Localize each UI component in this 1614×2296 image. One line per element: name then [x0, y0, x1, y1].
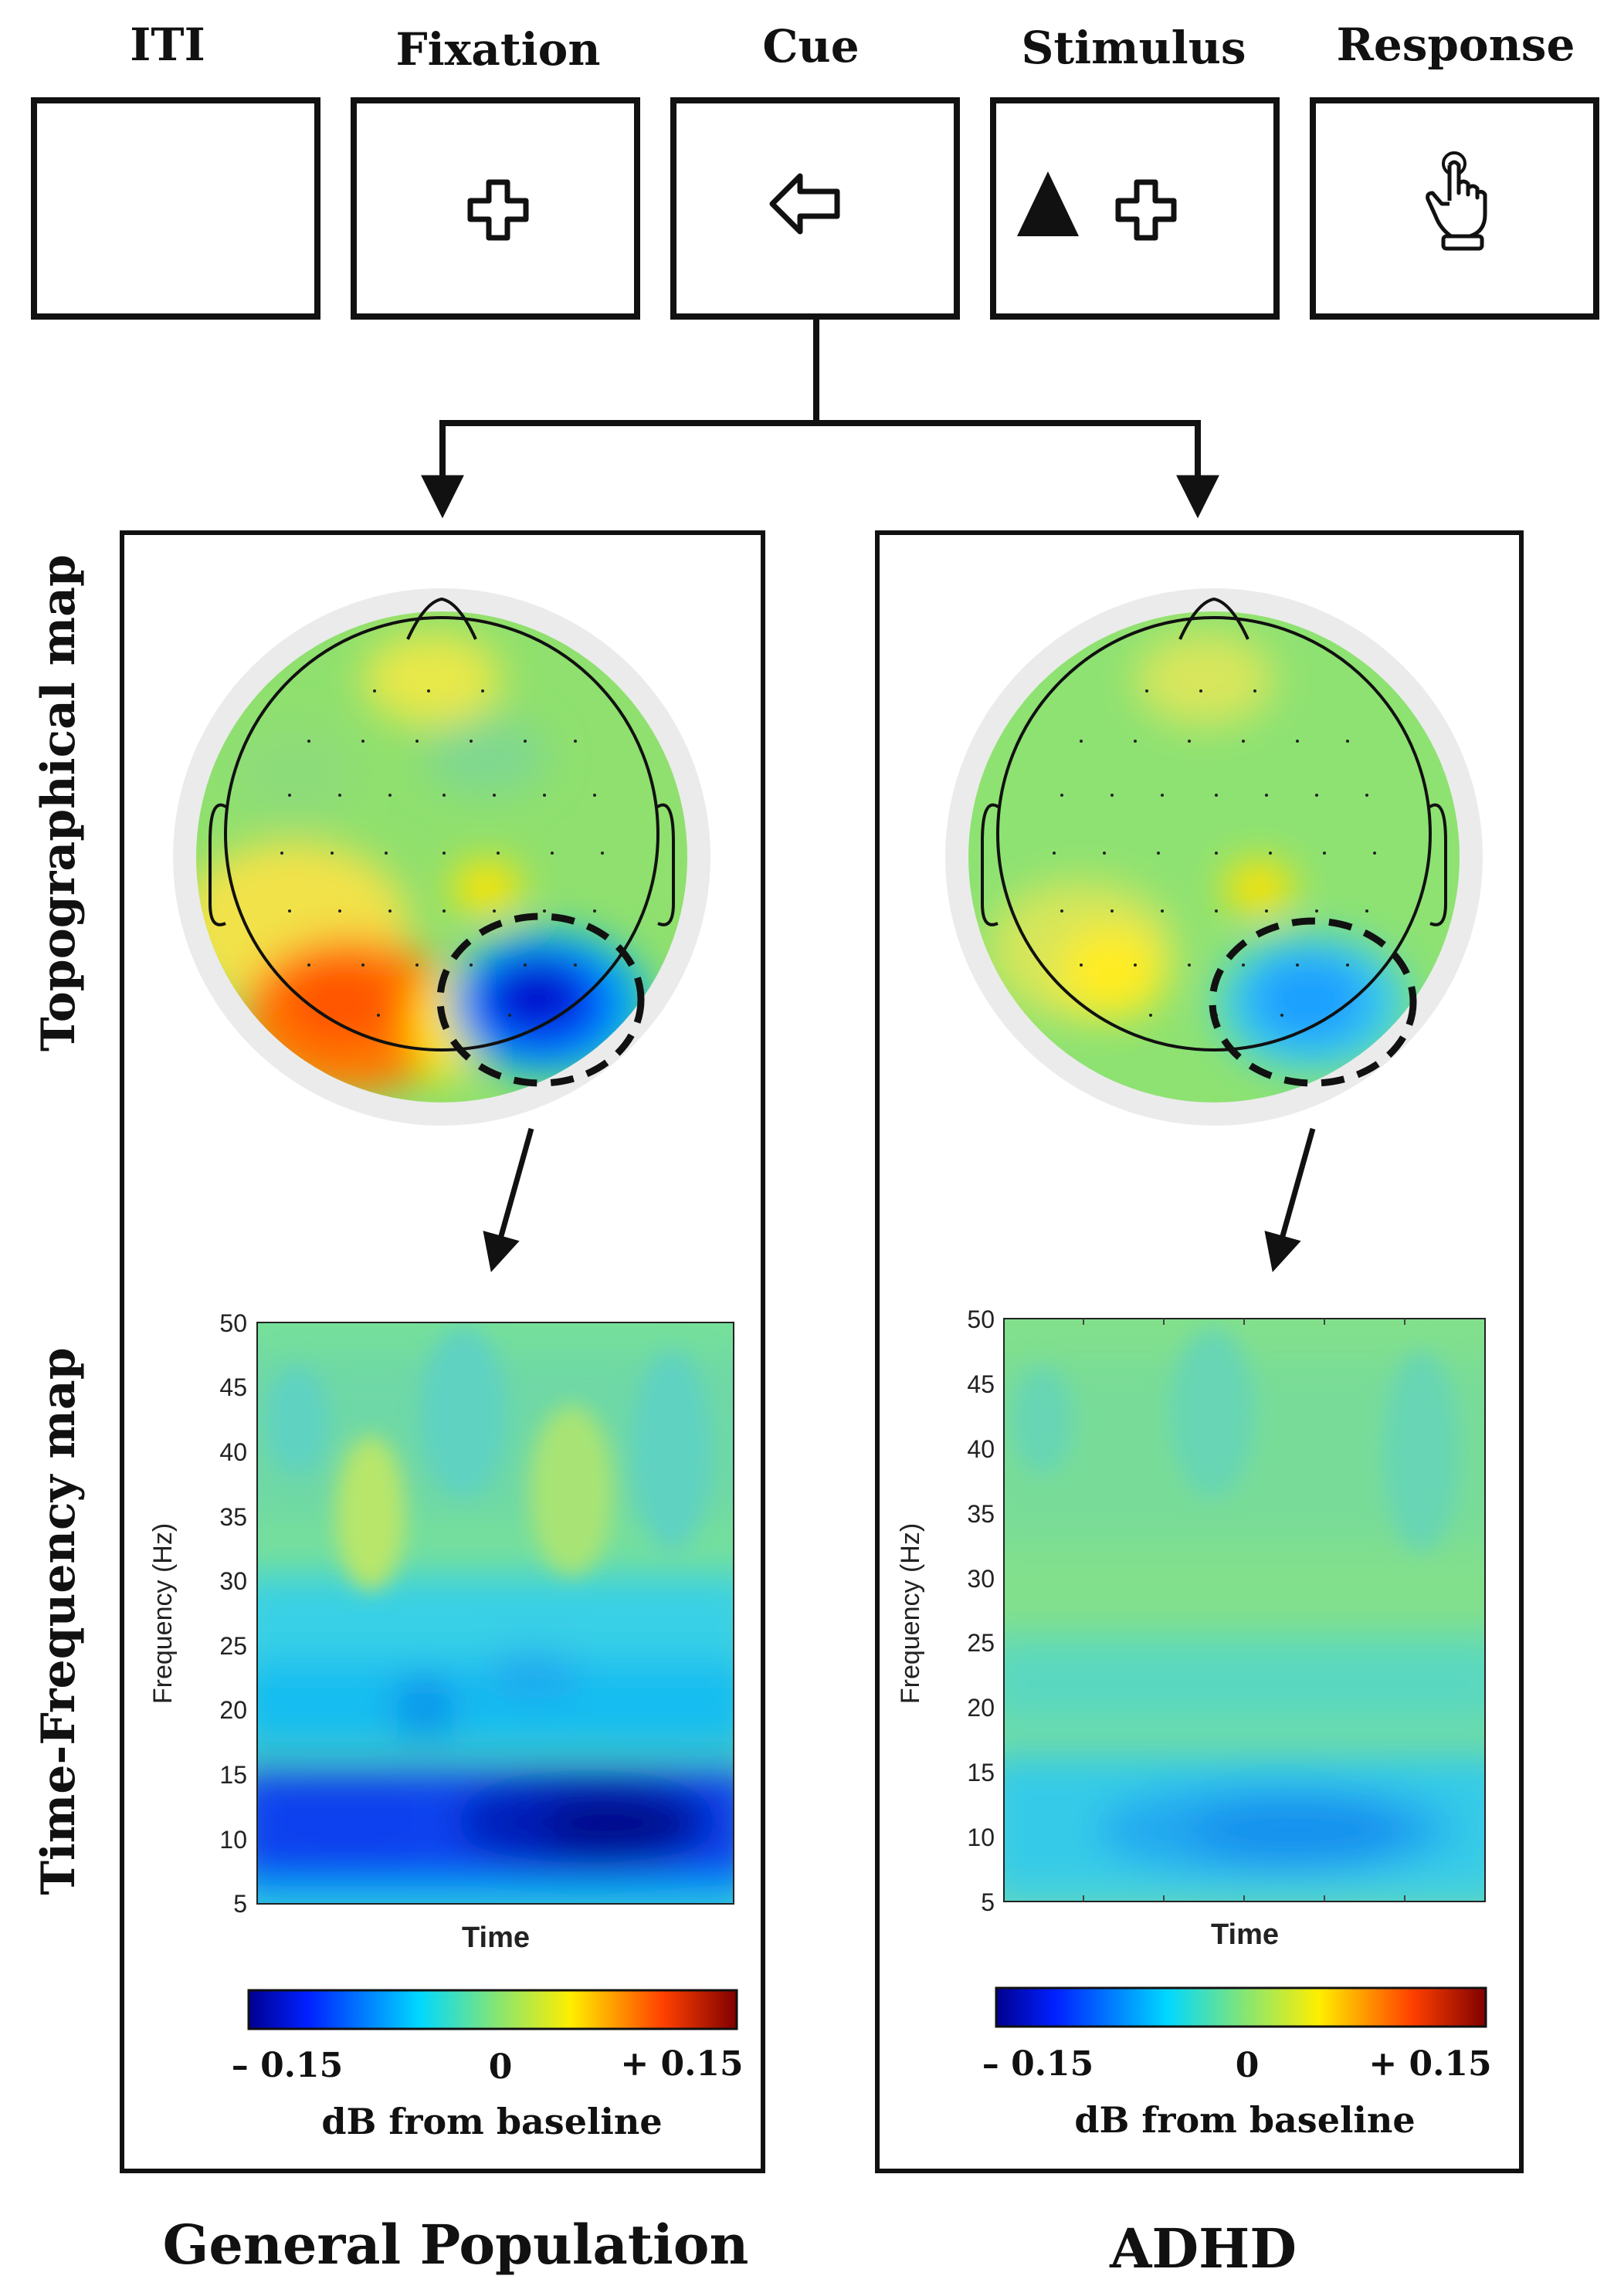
y-tick-label: 40: [967, 1435, 995, 1463]
y-tick-label: 30: [219, 1567, 247, 1595]
colorbar-mid-label: 0: [1236, 2046, 1260, 2085]
colorbar-title: dB from baseline: [321, 2101, 662, 2142]
y-tick-label: 25: [967, 1629, 995, 1657]
topographical-map-general-population: [173, 588, 710, 1272]
y-axis-label: Frequency (Hz): [896, 1523, 925, 1704]
colorbar-gradient: [247, 1989, 738, 2030]
time-frequency-map-general-population: 50 45 40 35 30 25 20 15 10 5 Frequency (…: [148, 1309, 734, 1954]
colorbar-adhd: – 0.15 0 + 0.15 dB from baseline: [982, 1986, 1492, 2141]
colorbar-min-label: – 0.15: [982, 2044, 1094, 2084]
y-tick-label: 30: [967, 1565, 995, 1593]
stage-box-iti: [31, 97, 320, 320]
y-tick-labels: 50 45 40 35 30 25 20 15 10 5: [219, 1309, 247, 1918]
roi-dashed-ellipse: [1209, 917, 1417, 1087]
colorbar-max-label: + 0.15: [1368, 2044, 1491, 2084]
row-label-time-frequency: Time-Frequency map: [32, 1347, 86, 1895]
colorbar-max-label: + 0.15: [620, 2044, 743, 2084]
y-tick-label: 20: [219, 1696, 247, 1724]
left-arrow-icon: [769, 173, 840, 235]
y-tick-label: 35: [967, 1500, 995, 1528]
panel-frame-general-population: [120, 530, 765, 2173]
head-outline: [209, 597, 675, 1051]
y-tick-label: 5: [981, 1888, 995, 1916]
y-tick-label: 15: [967, 1759, 995, 1786]
electrode-dots: [280, 689, 604, 1017]
colorbar-general-population: – 0.15 0 + 0.15 dB from baseline: [232, 1989, 744, 2142]
stage-label-stimulus: Stimulus: [1021, 22, 1246, 74]
panel-frame-adhd: [875, 530, 1524, 2173]
stage-label-cue: Cue: [762, 20, 859, 73]
x-ticks: [1083, 1319, 1405, 1901]
time-frequency-map-adhd: 50 45 40 35 30 25 20 15 10 5 Frequency (…: [896, 1305, 1486, 1951]
stage-label-fixation: Fixation: [395, 23, 600, 76]
cue-connector: [421, 317, 1219, 519]
row-label-topographical: Topographical map: [32, 554, 86, 1051]
fixation-cross-icon: [1115, 179, 1177, 241]
roi-dashed-ellipse: [436, 913, 645, 1087]
group-label-general-population: General Population: [163, 2213, 749, 2277]
y-axis-label: Frequency (Hz): [148, 1523, 178, 1704]
stage-label-response: Response: [1337, 19, 1575, 71]
y-tick-label: 5: [233, 1890, 247, 1918]
colorbar-min-label: – 0.15: [232, 2046, 343, 2085]
tf-plot-frame: [256, 1322, 734, 1905]
y-tick-label: 50: [967, 1305, 995, 1333]
colorbar-title: dB from baseline: [1074, 2099, 1415, 2141]
y-tick-label: 20: [967, 1694, 995, 1722]
topographical-map-adhd: [945, 588, 1483, 1272]
y-tick-label: 10: [967, 1824, 995, 1851]
y-tick-label: 45: [967, 1370, 995, 1398]
y-tick-label: 40: [219, 1438, 247, 1466]
colorbar-mid-label: 0: [489, 2047, 513, 2087]
y-tick-labels: 50 45 40 35 30 25 20 15 10 5: [967, 1305, 995, 1916]
roi-arrow: [1264, 1128, 1316, 1272]
y-tick-label: 10: [219, 1826, 247, 1854]
y-tick-label: 15: [219, 1761, 247, 1789]
y-tick-label: 25: [219, 1632, 247, 1660]
colorbar-gradient: [995, 1986, 1487, 2028]
fixation-cross-icon: [467, 179, 529, 241]
x-axis-label: Time: [1211, 1918, 1279, 1951]
head-outline: [981, 597, 1447, 1051]
electrode-dots: [1053, 689, 1376, 1017]
trial-sequence: ITI Fixation Cue Stimulus Response: [31, 19, 1599, 519]
y-tick-label: 35: [219, 1503, 247, 1531]
y-tick-label: 45: [219, 1373, 247, 1401]
y-tick-label: 50: [219, 1309, 247, 1337]
triangle-icon: [1017, 171, 1079, 236]
x-axis-label: Time: [462, 1922, 530, 1954]
group-label-adhd: ADHD: [1109, 2216, 1297, 2281]
stage-label-iti: ITI: [130, 19, 205, 71]
roi-arrow: [483, 1128, 534, 1272]
